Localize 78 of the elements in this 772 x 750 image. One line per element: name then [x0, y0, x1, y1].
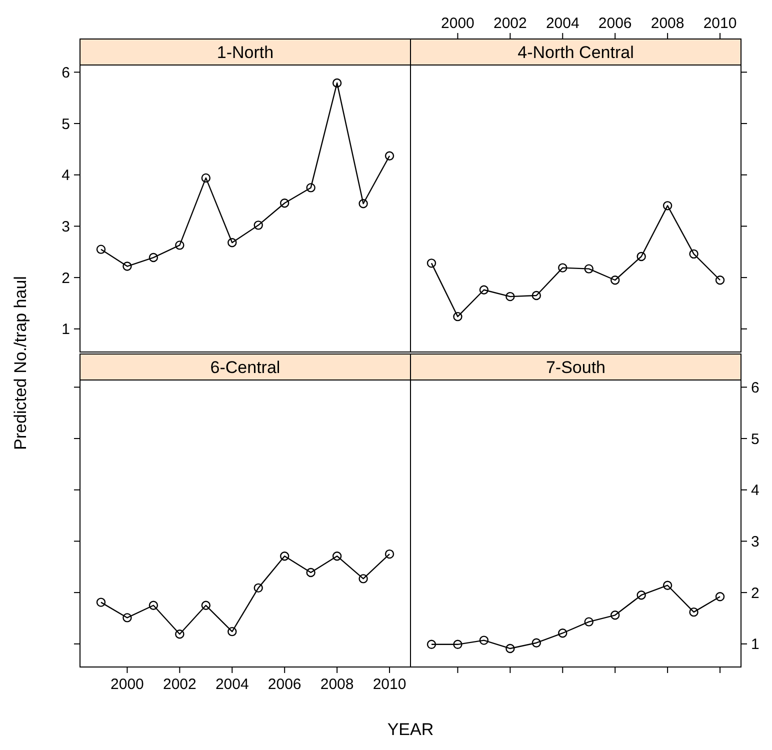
point	[689, 249, 698, 259]
point	[662, 580, 672, 590]
x-tick-label: 2002	[493, 15, 527, 32]
point	[254, 220, 263, 230]
y-axis-title: Predicted No./trap haul	[11, 276, 30, 450]
point	[96, 244, 106, 254]
y-tick-label: 4	[751, 482, 760, 500]
x-tick-label: 2010	[703, 15, 737, 32]
point	[662, 201, 672, 210]
point	[532, 638, 542, 648]
point	[715, 276, 725, 285]
point	[175, 630, 184, 639]
point	[558, 263, 568, 272]
chart-title: 7-South	[546, 358, 606, 377]
point	[506, 644, 515, 654]
point	[384, 151, 394, 160]
point	[636, 590, 646, 600]
point	[558, 628, 568, 638]
point	[384, 549, 394, 559]
x-tick-label: 2006	[268, 676, 302, 693]
point	[122, 613, 132, 622]
point	[479, 636, 489, 645]
y-tick-label: 6	[751, 379, 760, 396]
point	[610, 610, 620, 620]
point	[636, 252, 646, 262]
point	[254, 583, 263, 593]
y-tick-label: 4	[62, 167, 70, 184]
x-axis-title: YEAR	[387, 720, 434, 739]
point	[506, 292, 515, 302]
y-tick-label: 6	[62, 64, 70, 82]
point	[306, 568, 316, 578]
y-tick-label: 2	[751, 584, 760, 602]
y-tick-label: 1	[62, 321, 70, 338]
point	[358, 574, 368, 584]
x-tick-label: 2008	[320, 676, 354, 693]
point	[332, 552, 342, 561]
x-tick-label: 2010	[372, 676, 406, 693]
chart-title: 1-North	[216, 42, 274, 62]
point	[532, 290, 542, 300]
point	[96, 598, 106, 607]
point	[358, 199, 368, 208]
point	[610, 276, 620, 285]
point	[201, 600, 211, 610]
point	[122, 262, 132, 271]
point	[426, 640, 436, 650]
x-tick-label: 2008	[650, 15, 684, 32]
point	[453, 640, 462, 650]
point	[584, 617, 594, 626]
point	[306, 183, 316, 192]
point	[715, 592, 725, 602]
point	[228, 626, 237, 636]
point	[689, 607, 698, 617]
chart-title: 4-North Central	[518, 42, 634, 62]
x-tick-label: 2000	[110, 676, 144, 693]
y-tick-label: 5	[751, 430, 760, 448]
point	[148, 252, 158, 262]
y-tick-label: 3	[751, 533, 760, 550]
point	[280, 198, 290, 208]
x-tick-label: 2000	[441, 15, 474, 32]
point	[280, 552, 290, 561]
point	[426, 258, 436, 268]
point	[201, 173, 211, 183]
y-tick-label: 1	[751, 636, 760, 654]
y-tick-label: 3	[62, 218, 70, 236]
chart-title: 6-Central	[210, 358, 280, 377]
point	[148, 600, 158, 610]
point	[479, 285, 489, 294]
x-tick-label: 2002	[162, 676, 196, 693]
y-tick-label: 5	[62, 116, 70, 133]
point	[584, 264, 594, 274]
point	[175, 240, 184, 250]
point	[453, 312, 462, 322]
point	[228, 238, 237, 248]
x-tick-label: 2004	[546, 15, 580, 32]
point	[332, 78, 342, 88]
x-tick-label: 2006	[598, 15, 632, 32]
x-tick-label: 2004	[215, 676, 249, 693]
y-tick-label: 2	[62, 270, 70, 287]
